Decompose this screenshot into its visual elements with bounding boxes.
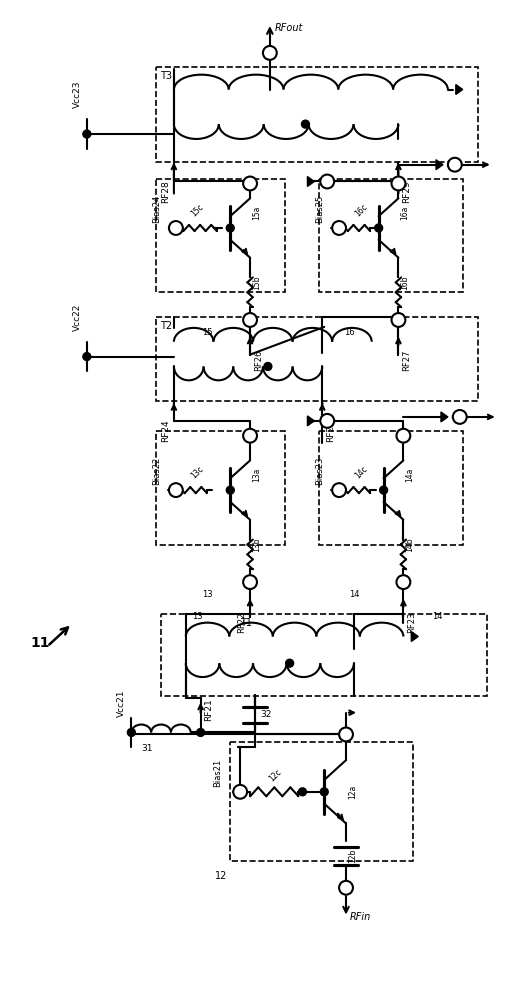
Circle shape xyxy=(243,575,257,589)
Text: 13b: 13b xyxy=(252,537,261,552)
Circle shape xyxy=(83,353,91,361)
Circle shape xyxy=(264,363,272,370)
Text: 13: 13 xyxy=(192,612,203,621)
Text: T3: T3 xyxy=(160,71,172,81)
Text: Vcc23: Vcc23 xyxy=(73,81,82,108)
Bar xyxy=(230,742,413,861)
Text: 16a: 16a xyxy=(400,206,410,220)
Circle shape xyxy=(286,659,293,667)
Text: 14b: 14b xyxy=(406,537,414,552)
Text: RF26: RF26 xyxy=(254,350,263,371)
Text: RF25: RF25 xyxy=(326,419,335,442)
Circle shape xyxy=(332,221,346,235)
Text: RFout: RFout xyxy=(275,23,303,33)
Circle shape xyxy=(339,728,353,741)
Text: 31: 31 xyxy=(141,744,153,753)
Text: 13c: 13c xyxy=(190,464,206,480)
Bar xyxy=(319,431,463,545)
Text: 12: 12 xyxy=(216,871,228,881)
Circle shape xyxy=(392,177,406,190)
Circle shape xyxy=(226,224,234,232)
Circle shape xyxy=(169,483,183,497)
Polygon shape xyxy=(411,632,418,641)
Text: 14c: 14c xyxy=(353,464,369,480)
Text: T1: T1 xyxy=(240,618,252,628)
Text: RF27: RF27 xyxy=(402,350,412,371)
Text: 14: 14 xyxy=(349,590,359,599)
Circle shape xyxy=(83,130,91,138)
Text: Bias25: Bias25 xyxy=(315,195,324,223)
Circle shape xyxy=(243,313,257,327)
Circle shape xyxy=(448,158,462,172)
Text: 12b: 12b xyxy=(348,849,357,863)
Text: 15a: 15a xyxy=(252,206,261,220)
Bar xyxy=(319,179,463,292)
Text: RF29: RF29 xyxy=(402,180,412,203)
Text: 32: 32 xyxy=(260,710,271,719)
Text: RF23: RF23 xyxy=(408,612,416,633)
Bar xyxy=(156,317,478,401)
Circle shape xyxy=(396,429,410,443)
Text: 11: 11 xyxy=(31,636,50,650)
Circle shape xyxy=(321,175,334,188)
Circle shape xyxy=(321,788,328,796)
Polygon shape xyxy=(307,416,314,426)
Circle shape xyxy=(375,224,382,232)
Bar xyxy=(156,67,478,162)
Text: RF24: RF24 xyxy=(161,419,170,442)
Text: 12a: 12a xyxy=(348,785,357,799)
Bar xyxy=(156,179,285,292)
Circle shape xyxy=(321,414,334,428)
Text: 16: 16 xyxy=(344,328,355,337)
Circle shape xyxy=(233,785,247,799)
Circle shape xyxy=(298,788,307,796)
Circle shape xyxy=(379,486,388,494)
Circle shape xyxy=(243,177,257,190)
Text: 14: 14 xyxy=(433,612,443,621)
Text: 16c: 16c xyxy=(353,202,369,218)
Text: Vcc22: Vcc22 xyxy=(73,303,82,331)
Circle shape xyxy=(243,429,257,443)
Bar xyxy=(161,614,487,696)
Polygon shape xyxy=(441,412,448,422)
Text: Bias24: Bias24 xyxy=(152,195,161,223)
Circle shape xyxy=(453,410,467,424)
Text: Bias23: Bias23 xyxy=(315,457,324,485)
Text: Bias22: Bias22 xyxy=(152,457,161,485)
Polygon shape xyxy=(307,177,314,186)
Circle shape xyxy=(169,221,183,235)
Text: Vcc21: Vcc21 xyxy=(117,689,126,717)
Text: 14a: 14a xyxy=(406,468,414,482)
Text: Bias21: Bias21 xyxy=(214,759,222,787)
Text: 15: 15 xyxy=(203,328,213,337)
Circle shape xyxy=(127,728,135,736)
Text: 12c: 12c xyxy=(267,768,283,784)
Circle shape xyxy=(226,486,234,494)
Circle shape xyxy=(263,46,277,60)
Text: 13: 13 xyxy=(203,590,213,599)
Text: RFin: RFin xyxy=(350,912,371,922)
Circle shape xyxy=(396,575,410,589)
Circle shape xyxy=(392,313,406,327)
Text: RF28: RF28 xyxy=(161,180,170,203)
Text: 16b: 16b xyxy=(400,275,410,290)
Text: 15c: 15c xyxy=(190,202,206,218)
Polygon shape xyxy=(456,85,463,94)
Bar xyxy=(156,431,285,545)
Circle shape xyxy=(197,728,205,736)
Circle shape xyxy=(339,881,353,895)
Text: T2: T2 xyxy=(160,321,172,331)
Polygon shape xyxy=(436,160,443,170)
Circle shape xyxy=(302,120,309,128)
Text: 15b: 15b xyxy=(252,275,261,290)
Circle shape xyxy=(332,483,346,497)
Text: RF21: RF21 xyxy=(205,698,214,721)
Text: 13a: 13a xyxy=(252,468,261,482)
Text: RF22: RF22 xyxy=(237,612,246,633)
